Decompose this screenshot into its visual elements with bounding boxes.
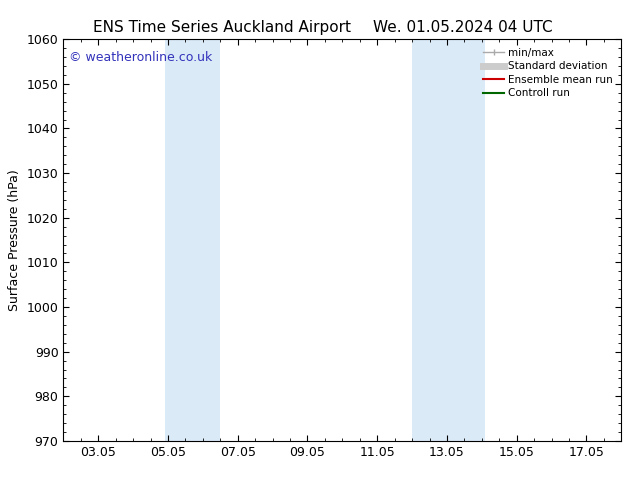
Y-axis label: Surface Pressure (hPa): Surface Pressure (hPa) — [8, 169, 21, 311]
Bar — [412, 39, 486, 441]
Text: We. 01.05.2024 04 UTC: We. 01.05.2024 04 UTC — [373, 20, 553, 35]
Text: © weatheronline.co.uk: © weatheronline.co.uk — [69, 51, 212, 64]
Bar — [165, 39, 221, 441]
Legend: min/max, Standard deviation, Ensemble mean run, Controll run: min/max, Standard deviation, Ensemble me… — [480, 45, 616, 101]
Text: ENS Time Series Auckland Airport: ENS Time Series Auckland Airport — [93, 20, 351, 35]
